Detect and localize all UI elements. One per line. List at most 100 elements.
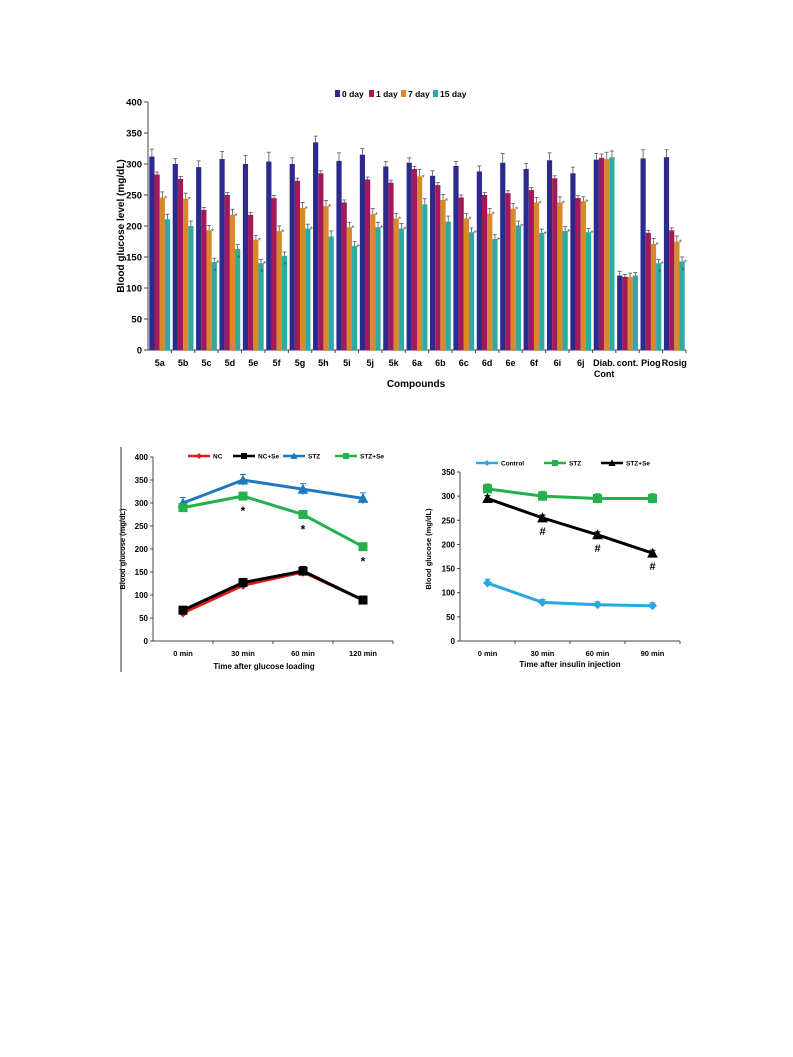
bar-chart-compounds: Blood glucose level (mg/dL) Compounds 0 … [116, 89, 687, 390]
bar-significance-mark: * [585, 198, 588, 207]
bar-1-day [552, 178, 558, 350]
bar-1-day [294, 180, 301, 350]
bar-15-day [235, 248, 241, 350]
line-marker-square [358, 595, 368, 605]
bar-legend-label: 15 day [440, 89, 467, 99]
bar-x-tick-label: 6i [554, 358, 562, 368]
bar-15-day [609, 157, 615, 350]
bar-15-day [211, 261, 217, 350]
bar-7-day [370, 214, 376, 350]
bar-1-day [248, 214, 254, 350]
bar-15-day [492, 239, 498, 350]
bar-15-day [445, 221, 451, 350]
bar-7-day [487, 213, 493, 350]
bar-significance-mark: * [237, 254, 240, 263]
bar-1-day [365, 179, 371, 350]
bar-significance-mark: * [538, 199, 541, 208]
bar-0-day [593, 159, 599, 350]
line-marker-square [358, 542, 368, 552]
line-x-tick-label: 120 min [349, 649, 377, 658]
line-marker-triangle [357, 493, 369, 503]
bar-significance-mark: * [468, 216, 471, 225]
bar-7-day [323, 206, 329, 350]
bar-x-tick-label: 5j [366, 358, 374, 368]
bar-7-day [229, 214, 236, 350]
line-marker-square [552, 460, 558, 466]
bar-significance-mark: * [216, 259, 219, 268]
bar-0-day [406, 162, 412, 350]
bar-15-day [398, 228, 405, 350]
bar-0-day [429, 175, 436, 350]
bar-significance-mark: * [328, 203, 331, 212]
bar-1-day [598, 157, 605, 350]
bar-1-day [154, 174, 160, 350]
bar-7-day [463, 218, 469, 350]
bar-significance-mark: * [655, 241, 658, 250]
bar-0-day [359, 154, 366, 350]
bar-0-day [149, 156, 155, 350]
bar-y-tick-label: 100 [126, 284, 142, 295]
line-x-tick-label: 0 min [478, 649, 498, 658]
bar-0-day [383, 166, 389, 350]
line-marker-diamond [593, 600, 602, 610]
bar-1-day [669, 230, 675, 350]
line-x-tick-label: 30 min [531, 649, 555, 658]
line-y-tick-label: 300 [442, 492, 456, 501]
bar-1-day [224, 195, 230, 350]
line-marker-triangle [237, 474, 249, 485]
bar-x-tick-label: 6e [506, 358, 516, 368]
bar-15-day [656, 263, 662, 350]
line-marker-square [178, 503, 188, 513]
line-series-Control [487, 581, 653, 608]
bar-significance-mark: * [403, 225, 406, 234]
bar-significance-mark: * [214, 267, 217, 276]
bar-y-tick-label: 250 [126, 191, 142, 202]
bar-significance-mark: * [380, 224, 383, 233]
bar-significance-mark: * [284, 261, 287, 270]
bar-1-day [458, 197, 464, 350]
bar-significance-mark: * [681, 266, 684, 275]
line-x-tick-label: 30 min [231, 649, 255, 658]
bar-x-tick-label: 5b [178, 358, 189, 368]
bar-0-day [196, 167, 202, 350]
bar-significance-mark: * [422, 173, 425, 182]
bar-15-day [562, 230, 568, 350]
line-marker-square [241, 453, 247, 459]
line-marker-triangle [297, 483, 309, 494]
line-y-tick-label: 400 [135, 453, 149, 462]
bar-15-day [375, 227, 381, 350]
bar-significance-mark: * [590, 229, 593, 238]
line-x-tick-label: 90 min [641, 649, 665, 658]
line-y-tick-label: 300 [135, 499, 149, 508]
bar-x-tick-label: 5d [225, 358, 236, 368]
line-series-STZ [182, 478, 364, 505]
bar-0-day [640, 158, 646, 350]
bar-significance-mark: * [357, 243, 360, 252]
itt-significance-mark: # [539, 526, 545, 538]
bar-1-day [341, 202, 347, 350]
bar-7-day [393, 218, 399, 350]
bar-significance-mark: * [684, 258, 687, 267]
line-y-tick-label: 200 [442, 540, 456, 549]
bar-x-tick-label: 5g [295, 358, 306, 368]
line-marker-diamond [538, 597, 547, 607]
line-x-tick-label: 0 min [173, 649, 193, 658]
bar-legend-swatch [335, 90, 340, 97]
line-marker-square [178, 605, 188, 615]
line-marker-diamond [648, 601, 657, 611]
gtt-significance-mark: * [301, 523, 306, 537]
bar-x-tick-label: Diab. [593, 358, 615, 368]
bar-1-day [575, 198, 581, 350]
line-marker-square [483, 484, 492, 494]
bar-y-tick-label: 350 [126, 129, 142, 140]
bar-y-tick-label: 200 [126, 222, 142, 233]
line-y-tick-label: 100 [135, 591, 149, 600]
bar-significance-mark: * [474, 229, 477, 238]
bar-0-day [523, 168, 529, 350]
bar-15-day [585, 232, 592, 350]
line-marker-square [298, 566, 308, 576]
bar-legend-label: 1 day [376, 89, 398, 99]
bar-7-day [533, 202, 540, 350]
bar-legend-label: 0 day [342, 89, 364, 99]
line-y-tick-label: 200 [135, 545, 149, 554]
